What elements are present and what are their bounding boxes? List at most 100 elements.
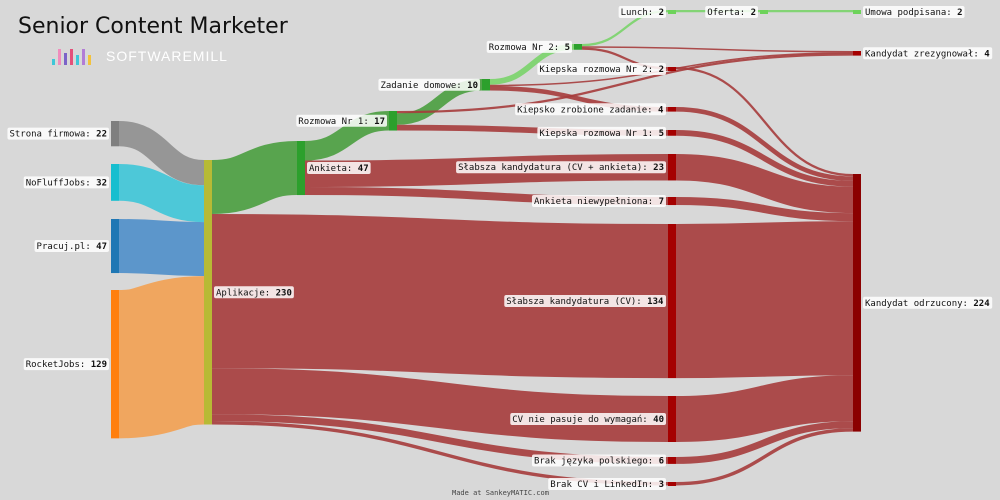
flow-rozmowa2-to-zrezyg: [581, 46, 854, 53]
node-brak_pl: [668, 457, 676, 464]
flow-kiepska1-to-odrzucony: [675, 130, 854, 187]
node-label-text: Kandydat odrzucony: 224: [865, 299, 990, 309]
node-label-background: [548, 478, 666, 490]
node-lunch: [668, 10, 676, 14]
node-label-pracuj: Pracuj.pl: 47: [34, 240, 109, 253]
flow-brak_pl-to-odrzucony: [675, 421, 854, 464]
flow-rocket-to-aplikacje: [116, 276, 207, 439]
node-label-rozmowa2: Rozmowa Nr 2: 5: [486, 40, 572, 53]
node-label-slabsza_cv: Słabsza kandydatura (CV): 134: [504, 295, 666, 308]
node-label-kiepska2: Kiepska rozmowa Nr 2: 2: [537, 63, 666, 75]
node-strona: [111, 121, 119, 147]
node-label-odrzucony: Kandydat odrzucony: 224: [863, 296, 993, 309]
node-label-text: Zadanie domowe: 10: [380, 81, 478, 91]
node-label-text: Kandydat zrezygnował: 4: [865, 49, 990, 59]
node-label-rozmowa1: Rozmowa Nr 1: 17: [296, 114, 387, 127]
node-label-background: [296, 114, 387, 127]
node-pracuj: [111, 219, 119, 274]
node-label-background: [456, 161, 666, 174]
node-label-text: Ankieta niewypełniona: 7: [534, 197, 664, 207]
node-label-text: RocketJobs: 129: [26, 360, 107, 370]
node-label-text: Kiepska rozmowa Nr 2: 2: [539, 65, 664, 75]
node-brak_cv: [668, 482, 676, 486]
flow-kiepskie_zad-to-odrzucony: [675, 107, 854, 181]
brand-logo: SOFTWAREMILL: [52, 46, 228, 66]
node-label-kiepska1: Kiepska rozmowa Nr 1: 5: [537, 126, 666, 139]
node-label-background: [515, 103, 666, 116]
node-label-lunch: Lunch: 2: [618, 6, 666, 18]
node-label-background: [863, 296, 993, 309]
node-label-background: [863, 47, 993, 60]
flow-pracuj-to-aplikacje: [118, 219, 205, 277]
node-kiepskie_zad: [668, 107, 676, 112]
node-aplikacje: [204, 160, 212, 425]
node-label-background: [214, 286, 294, 299]
flow-rozmowa1-to-zrezyg: [396, 53, 854, 114]
flow-cv_nie-to-odrzucony: [675, 375, 854, 442]
node-label-background: [531, 454, 666, 467]
node-label-background: [618, 6, 666, 18]
node-label-background: [378, 78, 480, 91]
node-label-text: Kiepska rozmowa Nr 1: 5: [539, 129, 664, 139]
flow-slabsza_cv-to-odrzucony: [675, 221, 854, 379]
node-odrzucony: [853, 174, 861, 432]
node-label-text: Lunch: 2: [621, 8, 664, 18]
node-rozmowa2: [574, 44, 582, 50]
nodes-layer: [111, 10, 861, 486]
node-label-background: [307, 162, 371, 175]
node-label-text: Umowa podpisana: 2: [865, 8, 963, 18]
credit-text: Made at SankeyMATIC.com: [452, 489, 549, 497]
node-label-brak_pl: Brak języka polskiego: 6: [531, 454, 666, 467]
node-umowa: [853, 10, 861, 14]
node-label-text: NoFluffJobs: 32: [26, 178, 107, 188]
node-cv_nie: [668, 396, 676, 442]
node-label-ankieta: Ankieta: 47: [307, 162, 371, 175]
node-label-text: Aplikacje: 230: [216, 288, 292, 298]
node-label-aplikacje: Aplikacje: 230: [214, 286, 294, 299]
node-label-background: [486, 40, 572, 53]
node-label-strona: Strona firmowa: 22: [7, 127, 109, 140]
page-title: Senior Content Marketer: [18, 14, 288, 39]
node-label-text: Brak CV i LinkedIn: 3: [550, 480, 664, 490]
logo-bars-icon: [52, 49, 91, 65]
node-label-nofluff: NoFluffJobs: 32: [23, 176, 109, 189]
node-label-cv_nie: CV nie pasuje do wymagań: 40: [510, 413, 666, 425]
node-rozmowa1: [389, 111, 397, 131]
node-label-background: [23, 358, 109, 371]
flow-kiepska2-to-odrzucony: [675, 67, 854, 177]
node-label-background: [705, 6, 758, 18]
flow-niewyp-to-odrzucony: [675, 197, 854, 222]
node-label-kiepskie_zad: Kiepsko zrobione zadanie: 4: [515, 103, 666, 116]
node-label-text: CV nie pasuje do wymagań: 40: [512, 415, 664, 425]
node-label-text: Kiepsko zrobione zadanie: 4: [517, 105, 664, 115]
node-label-background: [23, 176, 109, 189]
node-oferta: [760, 10, 768, 14]
node-label-oferta: Oferta: 2: [705, 6, 758, 18]
node-label-zadanie: Zadanie domowe: 10: [378, 78, 480, 91]
flow-slabsza_ca-to-odrzucony: [675, 154, 854, 214]
node-rocket: [111, 290, 119, 439]
node-kiepska2: [668, 67, 676, 71]
node-niewyp: [668, 197, 676, 206]
node-label-text: Słabsza kandydatura (CV): 134: [506, 297, 664, 307]
node-label-slabsza_ca: Słabsza kandydatura (CV + ankieta): 23: [456, 161, 666, 174]
node-zrezyg: [853, 51, 861, 56]
flow-strona-to-aplikacje: [118, 121, 205, 186]
node-label-rocket: RocketJobs: 129: [23, 358, 109, 371]
node-slabsza_ca: [668, 154, 676, 181]
flow-brak_cv-to-odrzucony: [675, 428, 854, 486]
node-label-text: Rozmowa Nr 1: 17: [298, 117, 385, 127]
node-label-text: Rozmowa Nr 2: 5: [489, 43, 570, 53]
node-ankieta: [297, 141, 305, 196]
node-label-umowa: Umowa podpisana: 2: [863, 6, 965, 18]
node-label-background: [504, 295, 666, 308]
node-label-text: Brak języka polskiego: 6: [534, 456, 664, 466]
node-label-background: [510, 413, 666, 425]
node-label-background: [863, 6, 965, 18]
node-slabsza_cv: [668, 224, 676, 379]
logo-text: SOFTWAREMILL: [106, 48, 228, 64]
node-label-text: Słabsza kandydatura (CV + ankieta): 23: [458, 163, 664, 173]
node-label-text: Ankieta: 47: [309, 164, 369, 174]
node-label-background: [531, 195, 666, 208]
flow-nofluff-to-aplikacje: [118, 164, 205, 223]
